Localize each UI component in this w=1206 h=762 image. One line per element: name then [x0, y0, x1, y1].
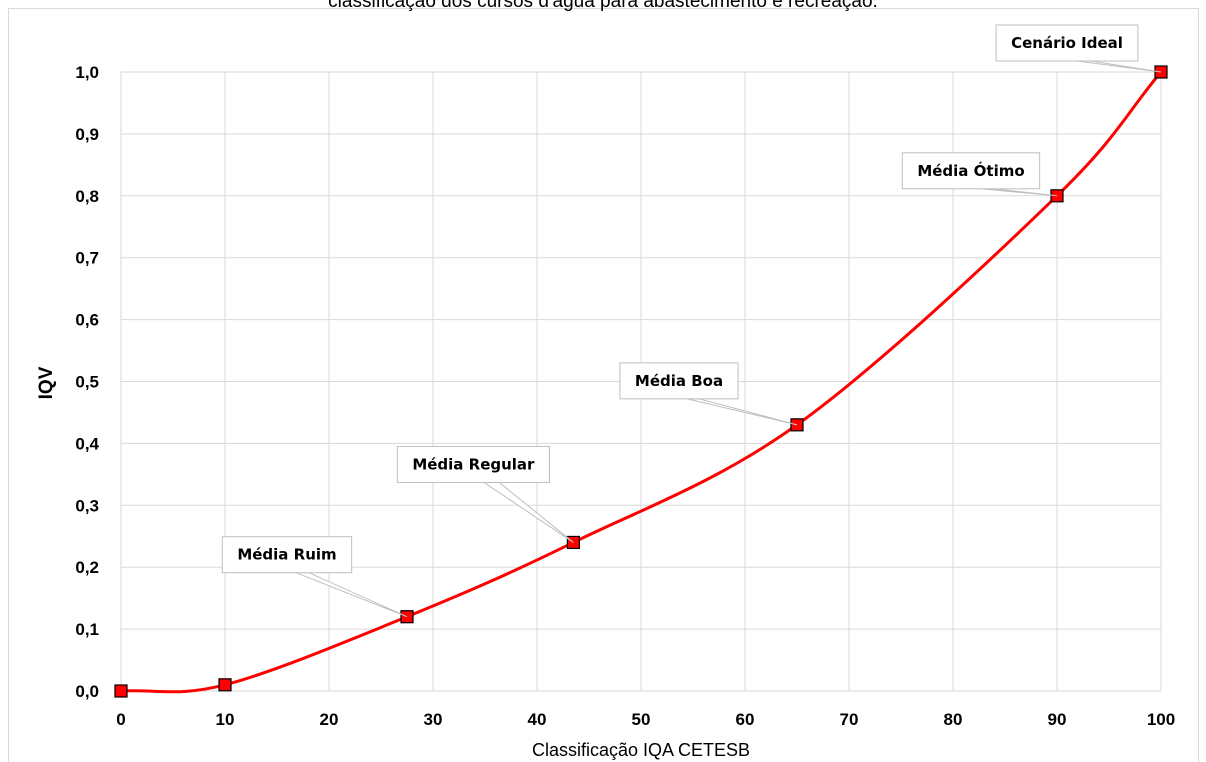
- callout-label: Média Boa: [635, 372, 723, 390]
- callout-box: [901, 152, 1041, 190]
- callout-box: [995, 24, 1139, 62]
- y-tick-label: 0,0: [75, 682, 99, 701]
- chart-frame: [8, 8, 1199, 762]
- data-point-marker: [218, 678, 232, 692]
- y-axis-title: IQV: [36, 366, 57, 399]
- x-axis-title: Classificação IQA CETESB: [532, 740, 750, 760]
- x-tick-label: 30: [424, 710, 443, 729]
- y-tick-label: 0,8: [75, 187, 99, 206]
- data-callout: Média Ótimo: [901, 152, 1058, 197]
- x-tick-label: 0: [116, 710, 125, 729]
- y-tick-label: 0,1: [75, 620, 99, 639]
- callout-label: Média Ruim: [237, 546, 336, 564]
- y-tick-label: 0,2: [75, 558, 99, 577]
- data-point-marker: [114, 684, 128, 698]
- callout-label: Média Regular: [412, 455, 535, 473]
- x-tick-label: 70: [840, 710, 859, 729]
- data-callout: Cenário Ideal: [995, 24, 1162, 73]
- x-tick-label: 80: [944, 710, 963, 729]
- y-tick-label: 0,7: [75, 249, 99, 268]
- callout-label: Média Ótimo: [917, 161, 1024, 180]
- callout-box: [619, 362, 739, 400]
- x-tick-label: 40: [528, 710, 547, 729]
- data-callout: Média Boa: [619, 362, 798, 426]
- y-tick-label: 0,4: [75, 434, 99, 453]
- callout-label: Cenário Ideal: [1011, 34, 1123, 52]
- x-tick-label: 60: [736, 710, 755, 729]
- y-tick-label: 0,9: [75, 125, 99, 144]
- x-tick-label: 10: [216, 710, 235, 729]
- callout-box: [221, 536, 353, 574]
- data-callouts: Média Ruim Média Regular Média Boa Média Ót…: [221, 24, 1162, 618]
- x-tick-labels: 0 10 20 30 40 50 60 70 80 90 100: [116, 710, 1175, 729]
- y-tick-label: 0,6: [75, 311, 99, 330]
- y-tick-label: 0,3: [75, 496, 99, 515]
- y-tick-label: 0,5: [75, 373, 99, 392]
- data-markers: [114, 65, 1168, 698]
- y-tick-labels: 0,0 0,1 0,2 0,3 0,4 0,5 0,6 0,7 0,8 0,9 1,0: [75, 63, 99, 701]
- x-tick-label: 100: [1147, 710, 1175, 729]
- chart-top-caption: classificação dos cursos d'água para aba…: [328, 0, 878, 12]
- x-tick-label: 90: [1048, 710, 1067, 729]
- data-callout: Média Regular: [396, 445, 574, 543]
- x-tick-label: 50: [632, 710, 651, 729]
- y-tick-label: 1,0: [75, 63, 99, 82]
- x-tick-label: 20: [320, 710, 339, 729]
- callout-box: [396, 445, 550, 483]
- data-callout: Média Ruim: [221, 536, 408, 618]
